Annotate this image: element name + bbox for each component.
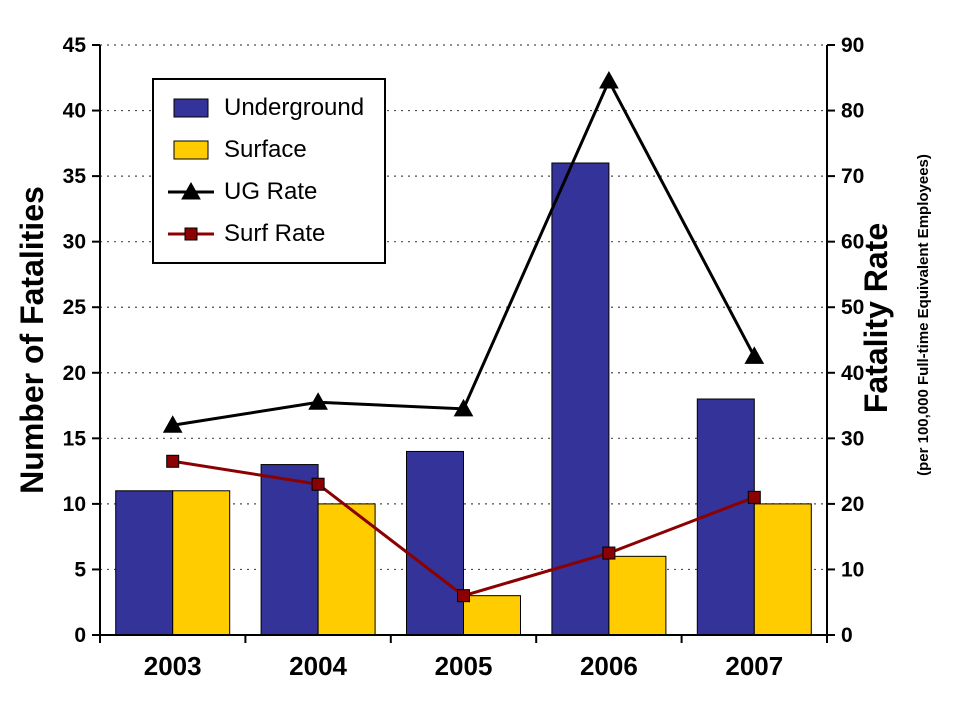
legend-label-surface: Surface	[224, 136, 307, 163]
svg-text:90: 90	[841, 34, 864, 57]
surf-rate-line-swatch-icon	[168, 222, 214, 246]
svg-text:35: 35	[63, 165, 87, 188]
svg-text:0: 0	[841, 624, 853, 647]
svg-text:50: 50	[841, 296, 864, 319]
svg-text:20: 20	[63, 362, 86, 385]
svg-text:80: 80	[841, 100, 864, 123]
svg-text:40: 40	[63, 100, 86, 123]
legend-item-underground: Underground	[168, 94, 364, 122]
svg-text:2006: 2006	[580, 651, 638, 681]
legend-label-surf-rate: Surf Rate	[224, 220, 326, 247]
svg-text:2005: 2005	[435, 651, 493, 681]
svg-text:15: 15	[63, 427, 87, 450]
svg-text:70: 70	[841, 165, 864, 188]
svg-text:2007: 2007	[725, 651, 783, 681]
legend-label-ug-rate: UG Rate	[224, 178, 318, 205]
surface-bar-swatch-icon	[168, 138, 214, 162]
ug-rate-line-swatch-icon	[168, 180, 214, 204]
legend-label-underground: Underground	[224, 94, 365, 121]
legend-item-ug-rate: UG Rate	[168, 178, 364, 206]
svg-text:5: 5	[74, 558, 86, 581]
svg-text:2004: 2004	[289, 651, 347, 681]
svg-text:10: 10	[841, 558, 864, 581]
svg-text:30: 30	[841, 427, 864, 450]
underground-bar-swatch-icon	[168, 96, 214, 120]
legend-item-surf-rate: Surf Rate	[168, 220, 364, 248]
svg-text:2003: 2003	[144, 651, 202, 681]
legend: Underground Surface UG Rate	[152, 78, 387, 264]
svg-text:0: 0	[74, 624, 86, 647]
axis-frame	[99, 45, 828, 636]
rate-lines	[162, 71, 765, 603]
svg-text:60: 60	[841, 231, 864, 254]
legend-item-surface: Surface	[168, 136, 364, 164]
svg-text:25: 25	[63, 296, 87, 319]
svg-text:45: 45	[63, 34, 87, 57]
svg-text:30: 30	[63, 231, 86, 254]
svg-text:40: 40	[841, 362, 864, 385]
tick-labels: 0 5 10 15 20 25 30 35 40 45 0 10 20 30 40 50 60 70 80 90 200…	[63, 34, 865, 681]
svg-text:10: 10	[63, 493, 86, 516]
svg-text:20: 20	[841, 493, 864, 516]
bars	[115, 162, 812, 636]
